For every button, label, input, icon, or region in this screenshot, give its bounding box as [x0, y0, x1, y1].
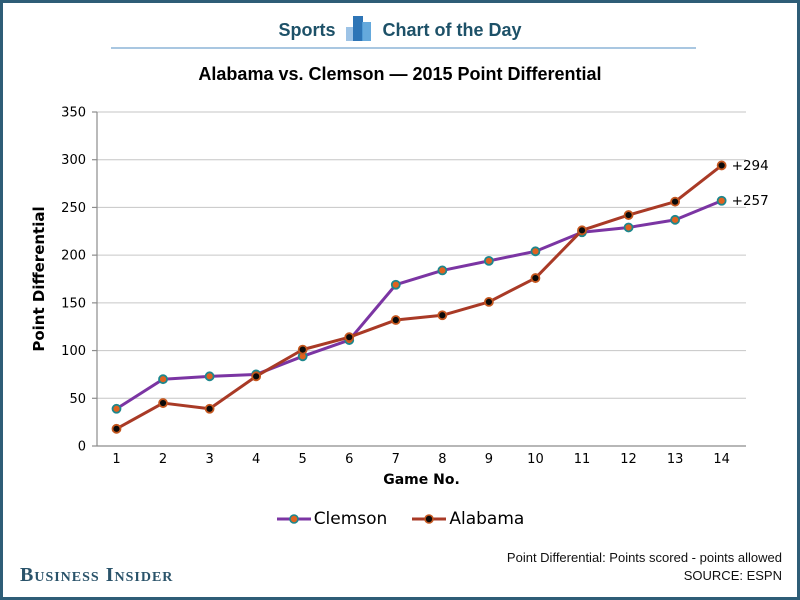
svg-text:8: 8 [438, 452, 446, 467]
legend: Clemson Alabama [3, 509, 797, 529]
x-axis-title: Game No. [383, 472, 460, 488]
svg-text:0: 0 [78, 440, 86, 455]
bar-chart-icon-bar1 [346, 27, 356, 41]
svg-text:1: 1 [112, 452, 120, 467]
legend-item-clemson: Clemson [276, 509, 388, 529]
svg-text:10: 10 [527, 452, 544, 467]
svg-text:3: 3 [205, 452, 213, 467]
bar-chart-icon [346, 16, 372, 41]
header-divider [111, 47, 696, 49]
footer-source-line: SOURCE: ESPN [683, 568, 782, 584]
svg-text:13: 13 [667, 452, 684, 467]
legend-label-alabama: Alabama [449, 509, 525, 529]
footer-notes: Point Differential: Points scored - poin… [507, 549, 782, 585]
svg-text:7: 7 [392, 452, 400, 467]
legend-label-clemson: Clemson [313, 509, 388, 529]
svg-text:350: 350 [61, 106, 86, 121]
svg-text:5: 5 [299, 452, 307, 467]
chart-title: Alabama vs. Clemson — 2015 Point Differe… [198, 64, 602, 84]
svg-text:9: 9 [485, 452, 493, 467]
svg-text:6: 6 [345, 452, 353, 467]
svg-text:11: 11 [574, 452, 591, 467]
y-axis-title: Point Differential [30, 206, 48, 352]
svg-text:150: 150 [61, 296, 86, 311]
header-title-label: Chart of the Day [382, 20, 522, 40]
svg-text:+294: +294 [732, 158, 769, 174]
bar-chart-icon-bar3 [362, 22, 372, 41]
clemson-line-marker-icon [276, 514, 311, 524]
business-insider-logo: Business Insider [20, 564, 174, 586]
svg-text:200: 200 [61, 249, 86, 264]
bar-chart-icon-bar2 [353, 16, 364, 41]
header: Sports Chart of the Day [3, 16, 797, 41]
svg-text:14: 14 [713, 452, 730, 467]
svg-text:12: 12 [620, 452, 637, 467]
svg-text:4: 4 [252, 452, 260, 467]
svg-text:100: 100 [61, 344, 86, 359]
svg-text:250: 250 [61, 201, 86, 216]
svg-text:300: 300 [61, 153, 86, 168]
header-section-label: Sports [278, 20, 336, 40]
alabama-line-marker-icon [412, 514, 447, 524]
svg-text:2: 2 [159, 452, 167, 467]
svg-text:+257: +257 [732, 193, 769, 209]
svg-text:50: 50 [69, 392, 86, 407]
legend-item-alabama: Alabama [411, 509, 524, 529]
footer-note-line: Point Differential: Points scored - poin… [506, 550, 782, 565]
